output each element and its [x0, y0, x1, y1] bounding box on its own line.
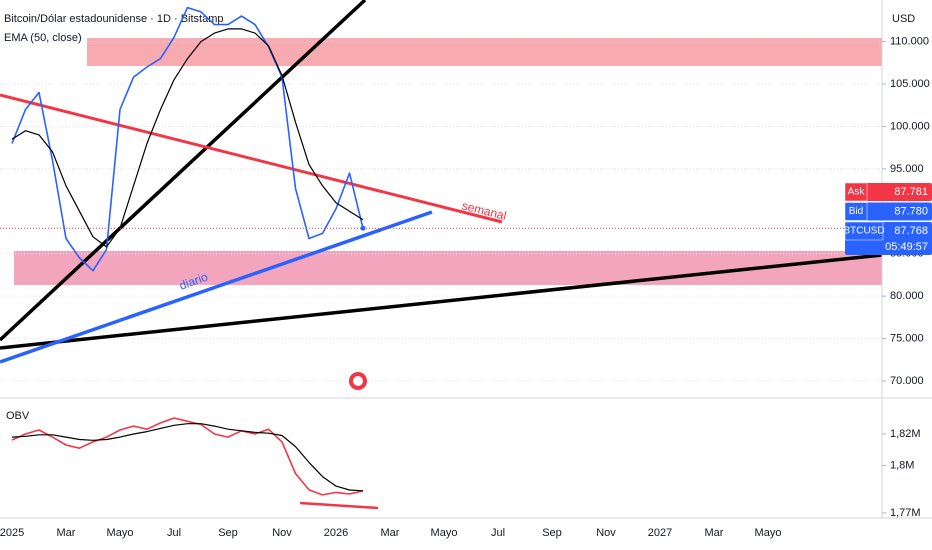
- y-tick-label: 75.000: [890, 333, 924, 345]
- x-tick-label: Mayo: [107, 527, 134, 539]
- price-tag-name-bg: [844, 182, 868, 202]
- y-tick-label: 95.000: [890, 163, 924, 175]
- resistance-zone: [87, 38, 882, 66]
- x-tick-label: 2027: [648, 527, 672, 539]
- price-tag-name-bg: [844, 221, 884, 241]
- currency-label: USD: [892, 13, 915, 25]
- trendlines: [0, 0, 883, 510]
- chart-title: Bitcoin/Dólar estadounidense · 1D · Bits…: [4, 13, 224, 25]
- y-tick-label: 80.000: [890, 290, 924, 302]
- y-tick-label: 1,82M: [890, 428, 921, 440]
- support-zone: [14, 251, 882, 285]
- y-tick-label: 1,8M: [890, 459, 914, 471]
- event-icon-inner: [353, 376, 363, 386]
- plot-area: [0, 38, 882, 382]
- y-tick-label: 100.000: [890, 120, 930, 132]
- x-tick-label: 2025: [0, 527, 24, 539]
- x-tick-label: Nov: [272, 527, 292, 539]
- y-tick-label: 1,77M: [890, 507, 921, 519]
- x-tick-label: Sep: [542, 527, 562, 539]
- x-tick-label: Sep: [218, 527, 238, 539]
- pane-title: OBV: [6, 410, 30, 422]
- trendline: [0, 253, 883, 350]
- series-line: [11, 28, 364, 248]
- price-tag-name: Bid: [849, 206, 863, 217]
- price-tag-name: Ask: [848, 187, 866, 198]
- x-tick-label: Mar: [705, 527, 724, 539]
- trendline: [0, 0, 367, 342]
- series-line: [11, 6, 364, 272]
- trendline: [0, 210, 433, 364]
- price-tag-value: 87.768: [894, 225, 928, 237]
- x-tick-label: Jul: [167, 527, 181, 539]
- series-line: [11, 423, 364, 492]
- trendline: [0, 93, 503, 224]
- y-tick-label: 105.000: [890, 78, 930, 90]
- trendline: [299, 501, 379, 510]
- price-tag-value: 87.780: [894, 205, 928, 217]
- countdown: 05:49:57: [885, 241, 928, 253]
- x-tick-label: Mayo: [755, 527, 782, 539]
- x-tick-label: Jul: [491, 527, 505, 539]
- last-point: [360, 225, 366, 231]
- x-tick-label: Mar: [381, 527, 400, 539]
- y-tick-label: 70.000: [890, 375, 924, 387]
- series-line: [11, 417, 364, 496]
- y-tick-label: 110.000: [890, 35, 929, 47]
- x-tick-label: Mayo: [431, 527, 458, 539]
- x-tick-label: Mar: [57, 527, 76, 539]
- x-tick-label: 2026: [324, 527, 348, 539]
- price-tag-name-bg: [844, 202, 868, 221]
- x-tick-label: Nov: [596, 527, 616, 539]
- legend-entry: EMA (50, close): [4, 32, 82, 44]
- price-tag-name: BTCUSD: [843, 226, 884, 237]
- price-tag-value: 87.781: [894, 186, 928, 198]
